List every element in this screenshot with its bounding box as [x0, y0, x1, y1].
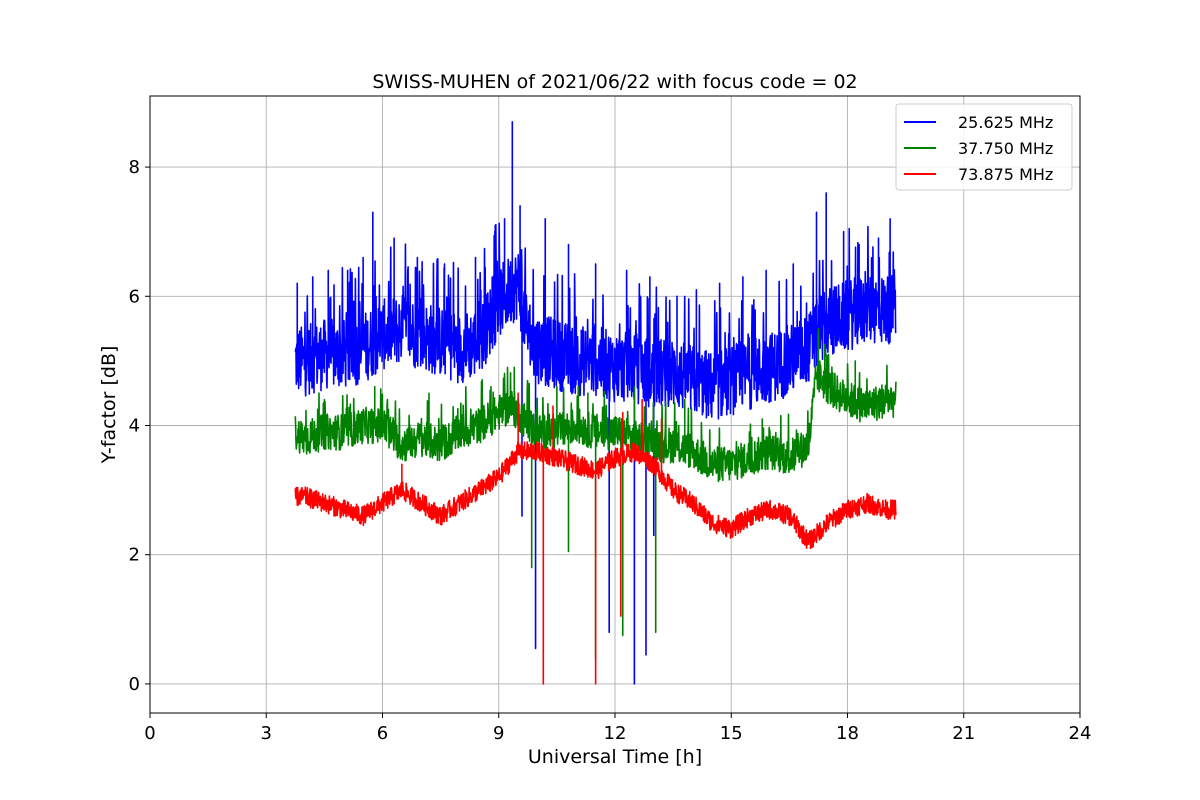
- legend-label-2: 73.875 MHz: [958, 165, 1053, 184]
- x-tick-label-0: 0: [144, 723, 155, 744]
- legend-label-0: 25.625 MHz: [958, 113, 1053, 132]
- x-tick-label-1: 3: [261, 723, 272, 744]
- y-axis-label: Y-factor [dB]: [98, 346, 120, 465]
- x-tick-label-8: 24: [1069, 723, 1092, 744]
- legend-box: [895, 103, 1073, 191]
- y-tick-label-0: 0: [129, 674, 140, 695]
- x-tick-label-3: 9: [493, 723, 504, 744]
- chart-title: SWISS-MUHEN of 2021/06/22 with focus cod…: [372, 71, 857, 93]
- y-tick-label-2: 4: [129, 415, 140, 436]
- y-tick-label-4: 8: [129, 157, 140, 178]
- x-axis-label: Universal Time [h]: [528, 746, 702, 768]
- legend: 25.625 MHz 37.750 MHz 73.875 MHz: [895, 103, 1073, 191]
- series-line-2: [294, 392, 897, 685]
- y-tick-label-3: 6: [129, 286, 140, 307]
- series-line-0: [294, 121, 897, 685]
- series-line-1: [294, 327, 897, 659]
- x-tick-label-4: 12: [604, 723, 627, 744]
- series-group: [294, 121, 897, 685]
- x-tick-label-2: 6: [377, 723, 388, 744]
- x-tick-label-5: 15: [720, 723, 743, 744]
- legend-label-1: 37.750 MHz: [958, 139, 1053, 158]
- x-tick-label-7: 21: [952, 723, 975, 744]
- x-tick-label-6: 18: [836, 723, 859, 744]
- y-tick-label-1: 2: [129, 545, 140, 566]
